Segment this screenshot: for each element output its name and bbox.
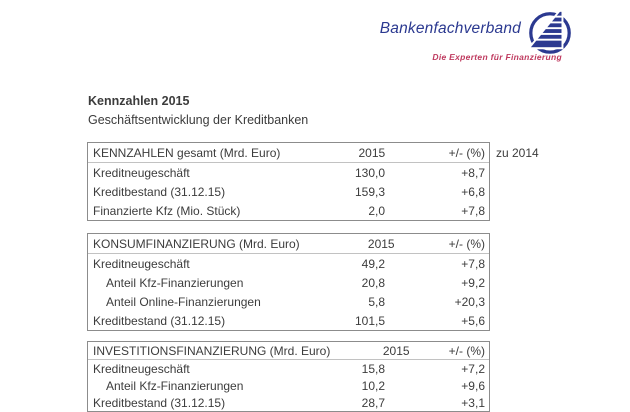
column-header-change: +/- (%) bbox=[448, 145, 485, 160]
row-change: +3,1 bbox=[461, 395, 485, 410]
row-value: 15,8 bbox=[361, 361, 385, 376]
row-change: +8,7 bbox=[461, 165, 485, 180]
logo-tagline: Die Experten für Finanzierung bbox=[432, 52, 562, 62]
row-label: Kreditneugeschäft bbox=[93, 361, 190, 376]
row-change: +9,6 bbox=[461, 378, 485, 393]
row-change: +5,6 bbox=[461, 313, 485, 328]
row-label: Anteil Online-Finanzierungen bbox=[106, 294, 261, 309]
row-label: Kreditneugeschäft bbox=[93, 256, 190, 271]
logo-wordmark: Bankenfachverband bbox=[379, 20, 521, 37]
table-header-row: KONSUMFINANZIERUNG (Mrd. Euro) 2015 +/- … bbox=[88, 234, 489, 254]
row-value: 159,3 bbox=[354, 184, 385, 199]
column-header-label: KENNZAHLEN gesamt (Mrd. Euro) bbox=[93, 145, 281, 160]
column-header-label: KONSUMFINANZIERUNG (Mrd. Euro) bbox=[93, 236, 300, 251]
page-title: Kennzahlen 2015 bbox=[88, 94, 190, 108]
column-header-2015: 2015 bbox=[382, 343, 410, 358]
table-row: Kreditneugeschäft 49,2 +7,8 bbox=[88, 254, 489, 273]
table-investitionsfinanzierung: INVESTITIONSFINANZIERUNG (Mrd. Euro) 201… bbox=[87, 341, 490, 412]
column-header-change: +/- (%) bbox=[448, 343, 485, 358]
row-value: 10,2 bbox=[361, 378, 385, 393]
row-label: Kreditbestand (31.12.15) bbox=[93, 313, 226, 328]
column-header-change: +/- (%) bbox=[448, 236, 485, 251]
row-value: 28,7 bbox=[361, 395, 385, 410]
table-row: Kreditneugeschäft 15,8 +7,2 bbox=[88, 360, 489, 377]
column-header-2015: 2015 bbox=[367, 236, 395, 251]
table-header-row: KENNZAHLEN gesamt (Mrd. Euro) 2015 +/- (… bbox=[88, 143, 489, 163]
table-row: Anteil Kfz-Finanzierungen 20,8 +9,2 bbox=[88, 273, 489, 292]
row-change: +6,8 bbox=[461, 184, 485, 199]
row-change: +7,2 bbox=[461, 361, 485, 376]
row-label: Anteil Kfz-Finanzierungen bbox=[106, 275, 244, 290]
row-label: Anteil Kfz-Finanzierungen bbox=[106, 378, 244, 393]
row-label: Kreditneugeschäft bbox=[93, 165, 190, 180]
row-value: 49,2 bbox=[361, 256, 385, 271]
table-konsumfinanzierung: KONSUMFINANZIERUNG (Mrd. Euro) 2015 +/- … bbox=[87, 233, 490, 331]
column-header-2015: 2015 bbox=[358, 145, 386, 160]
zu-2014-label: zu 2014 bbox=[496, 146, 539, 160]
page-subtitle: Geschäftsentwicklung der Kreditbanken bbox=[88, 113, 309, 127]
table-row: Anteil Kfz-Finanzierungen 10,2 +9,6 bbox=[88, 377, 489, 394]
table-row: Finanzierte Kfz (Mio. Stück) 2,0 +7,8 bbox=[88, 201, 489, 220]
table-row: Anteil Online-Finanzierungen 5,8 +20,3 bbox=[88, 292, 489, 311]
row-value: 2,0 bbox=[368, 203, 385, 218]
row-label: Finanzierte Kfz (Mio. Stück) bbox=[93, 203, 241, 218]
row-value: 5,8 bbox=[368, 294, 385, 309]
table-row: Kreditbestand (31.12.15) 101,5 +5,6 bbox=[88, 311, 489, 330]
row-change: +7,8 bbox=[461, 256, 485, 271]
row-change: +7,8 bbox=[461, 203, 485, 218]
sail-circle-icon bbox=[526, 8, 571, 54]
row-value: 101,5 bbox=[354, 313, 385, 328]
row-value: 130,0 bbox=[354, 165, 385, 180]
logo: Bankenfachverband Die Experten für Finan… bbox=[380, 8, 574, 62]
table-row: Kreditbestand (31.12.15) 159,3 +6,8 bbox=[88, 182, 489, 201]
row-value: 20,8 bbox=[361, 275, 385, 290]
table-header-row: INVESTITIONSFINANZIERUNG (Mrd. Euro) 201… bbox=[88, 342, 489, 360]
row-label: Kreditbestand (31.12.15) bbox=[93, 184, 226, 199]
table-kennzahlen-gesamt: KENNZAHLEN gesamt (Mrd. Euro) 2015 +/- (… bbox=[87, 142, 490, 221]
logo-row: Bankenfachverband bbox=[380, 8, 574, 56]
doc-header: Kennzahlen 2015 Geschäftsentwicklung der… bbox=[88, 94, 308, 127]
column-header-label: INVESTITIONSFINANZIERUNG (Mrd. Euro) bbox=[93, 343, 331, 358]
row-change: +20,3 bbox=[454, 294, 485, 309]
table-row: Kreditbestand (31.12.15) 28,7 +3,1 bbox=[88, 394, 489, 411]
row-label: Kreditbestand (31.12.15) bbox=[93, 395, 226, 410]
row-change: +9,2 bbox=[461, 275, 485, 290]
table-row: Kreditneugeschäft 130,0 +8,7 bbox=[88, 163, 489, 182]
